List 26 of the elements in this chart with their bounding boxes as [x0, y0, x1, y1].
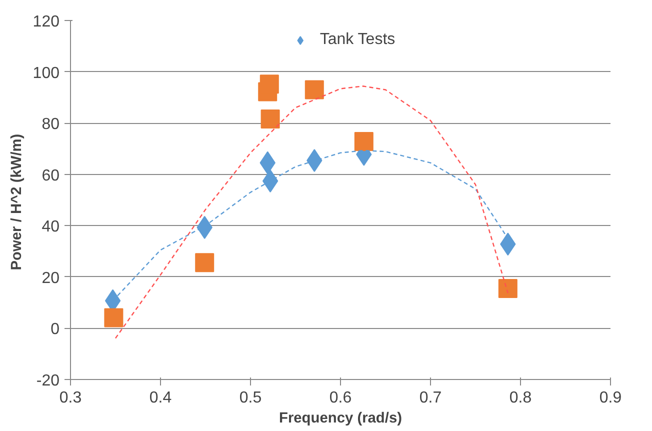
y-tick-label: 80 — [42, 116, 60, 134]
y-axis-title: Power / H^2 (kW/m) — [8, 134, 25, 270]
x-axis-title: Frequency (rad/s) — [279, 410, 402, 426]
point — [104, 308, 124, 328]
y-tick-label: 40 — [42, 218, 60, 236]
y-tick-label: 20 — [42, 270, 60, 287]
x-tick-label: 0.7 — [419, 390, 442, 406]
x-tick-label: 0.5 — [239, 390, 262, 406]
x-tick-label: 0.9 — [599, 390, 622, 406]
x-tick-label: 0.4 — [149, 390, 172, 406]
x-tick-label: 0.6 — [329, 390, 352, 406]
point — [354, 132, 374, 152]
y-tick-label: 0 — [50, 321, 60, 338]
y-tick-label: 120 — [32, 14, 60, 30]
point — [260, 109, 280, 128]
point — [498, 278, 518, 298]
legend-label: Tank Tests — [320, 31, 396, 49]
y-tick-label: 60 — [42, 167, 60, 184]
point — [195, 253, 214, 272]
x-tick-label: 0.8 — [509, 390, 532, 406]
x-tick-label: 0.3 — [59, 390, 82, 406]
point — [260, 74, 279, 94]
y-tick-label: -20 — [36, 372, 60, 390]
point — [262, 170, 278, 193]
point — [304, 80, 324, 100]
y-tick-label: 100 — [32, 64, 60, 82]
